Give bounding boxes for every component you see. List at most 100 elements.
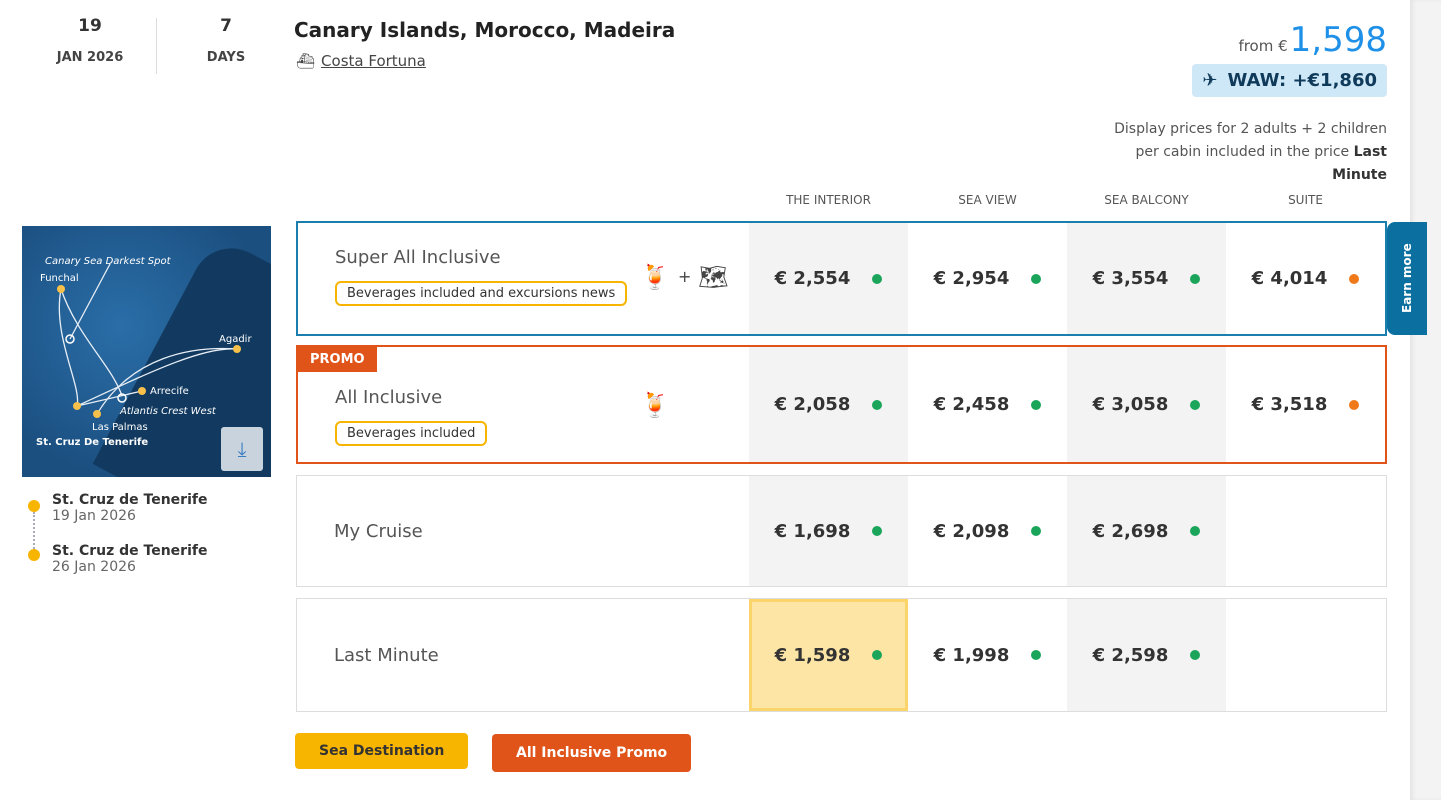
divider — [156, 18, 157, 74]
price: € 3,554 — [1092, 268, 1169, 289]
price-cell — [1226, 599, 1385, 711]
from-value: 1,598 — [1289, 20, 1387, 60]
price-cell[interactable]: € 4,014 — [1226, 223, 1385, 334]
price-cell[interactable]: € 3,518 — [1226, 347, 1385, 462]
fare-name: My Cruise — [334, 521, 423, 542]
itinerary-dot — [28, 500, 40, 512]
promo-badge: PROMO — [298, 347, 377, 372]
availability-dot — [872, 650, 883, 660]
itinerary-line — [33, 512, 35, 552]
col-sea-view: SEA VIEW — [958, 193, 1017, 207]
download-icon: ⤓ — [237, 437, 247, 461]
port: St. Cruz de Tenerife — [52, 543, 208, 559]
price-cell[interactable]: € 2,598 — [1067, 599, 1226, 711]
map-label: Funchal — [40, 273, 79, 284]
price-cell[interactable]: € 1,598 — [749, 599, 908, 711]
disclaimer-bold: Last Minute — [1332, 144, 1387, 183]
price: € 1,698 — [774, 520, 851, 542]
price: € 2,598 — [1092, 644, 1169, 666]
map-label: Atlantis Crest West — [120, 406, 216, 417]
map-label: St. Cruz De Tenerife — [36, 437, 149, 448]
price-cell[interactable]: € 3,058 — [1067, 347, 1226, 462]
map-label: Las Palmas — [92, 422, 148, 433]
tag-all-inclusive-promo[interactable]: All Inclusive Promo — [492, 734, 692, 772]
plane-icon: ✈ — [1202, 70, 1218, 91]
availability-dot — [1190, 650, 1201, 660]
col-interior: THE INTERIOR — [786, 193, 871, 207]
price-cell[interactable]: € 3,554 — [1067, 223, 1226, 334]
price-cell[interactable]: € 2,954 — [908, 223, 1067, 334]
price-cell[interactable]: € 2,554 — [749, 223, 908, 334]
flight-supplement[interactable]: ✈ WAW: +€1,860 — [1192, 64, 1387, 97]
day: 19 — [78, 16, 102, 36]
price-cell[interactable]: € 2,698 — [1067, 476, 1226, 586]
availability-dot — [1031, 399, 1042, 410]
price: € 4,014 — [1251, 268, 1328, 289]
duration: 7 DAYS — [186, 16, 266, 65]
month-year: JAN 2026 — [56, 50, 124, 65]
departure-date: 19 JAN 2026 — [50, 16, 130, 65]
beverage-icon: 🍹 — [640, 263, 670, 291]
availability-dot — [872, 399, 883, 410]
map-icon: 🗺 — [698, 263, 729, 291]
fare-name: All Inclusive — [335, 387, 443, 408]
duration-unit: DAYS — [206, 50, 246, 65]
price-cell[interactable]: € 2,058 — [749, 347, 908, 462]
availability-dot — [1190, 526, 1201, 536]
availability-dot — [1031, 526, 1042, 536]
availability-dot — [872, 526, 883, 536]
cruise-title: Canary Islands, Morocco, Madeira — [294, 18, 676, 42]
flight-price: WAW: +€1,860 — [1227, 70, 1377, 91]
fare-badge: Beverages included — [335, 421, 488, 446]
availability-dot — [1190, 399, 1201, 410]
availability-dot — [1349, 399, 1360, 410]
duration-value: 7 — [220, 16, 232, 36]
earn-more-tab[interactable]: Earn more — [1387, 222, 1427, 335]
from-price: from €1,598 — [1238, 20, 1387, 60]
date: 26 Jan 2026 — [52, 559, 136, 575]
fare-name: Super All Inclusive — [335, 247, 501, 268]
route-lines — [57, 263, 241, 418]
beverage-icon: 🍹 — [640, 391, 670, 419]
price: € 2,954 — [933, 268, 1010, 289]
fare-name: Last Minute — [334, 645, 439, 666]
col-sea-balcony: SEA BALCONY — [1104, 193, 1189, 207]
page-edge — [1410, 0, 1441, 800]
price: € 2,554 — [774, 268, 851, 289]
ship: ⛴ Costa Fortuna — [296, 52, 426, 70]
itinerary-stop: St. Cruz de Tenerife 19 Jan 2026 — [52, 492, 207, 524]
download-map-button[interactable]: ⤓ — [221, 427, 263, 471]
price: € 1,598 — [774, 644, 851, 666]
price-disclaimer: Display prices for 2 adults + 2 children… — [1087, 118, 1387, 187]
itinerary-dot — [28, 549, 40, 561]
route-map[interactable]: Canary Sea Darkest Spot Funchal Agadir A… — [22, 226, 271, 477]
ship-icon: ⛴ — [296, 52, 316, 70]
price-cell[interactable]: € 1,998 — [908, 599, 1067, 711]
price: € 3,518 — [1251, 394, 1328, 415]
price: € 2,698 — [1092, 520, 1169, 542]
price: € 2,058 — [774, 394, 851, 415]
date: 19 Jan 2026 — [52, 508, 136, 524]
ship-link[interactable]: Costa Fortuna — [321, 52, 426, 70]
availability-dot — [1349, 273, 1360, 284]
disclaimer-text: Display prices for 2 adults + 2 children… — [1114, 121, 1387, 160]
price-cell[interactable]: € 1,698 — [749, 476, 908, 586]
price-cell[interactable]: € 2,098 — [908, 476, 1067, 586]
price-cell — [1226, 476, 1385, 586]
col-suite: SUITE — [1288, 193, 1323, 207]
map-label: Agadir — [219, 334, 252, 345]
tag-sea-destination[interactable]: Sea Destination — [295, 733, 469, 769]
fare-badge: Beverages included and excursions news — [335, 281, 628, 306]
plus-icon: + — [678, 267, 692, 286]
from-label: from € — [1238, 37, 1288, 55]
price-cell[interactable]: € 2,458 — [908, 347, 1067, 462]
availability-dot — [872, 273, 883, 284]
price: € 2,098 — [933, 520, 1010, 542]
map-label: Canary Sea Darkest Spot — [45, 256, 171, 267]
availability-dot — [1190, 273, 1201, 284]
price: € 1,998 — [933, 644, 1010, 666]
itinerary-stop: St. Cruz de Tenerife 26 Jan 2026 — [52, 543, 207, 575]
availability-dot — [1031, 273, 1042, 284]
map-label: Arrecife — [150, 386, 189, 397]
price: € 3,058 — [1092, 394, 1169, 415]
